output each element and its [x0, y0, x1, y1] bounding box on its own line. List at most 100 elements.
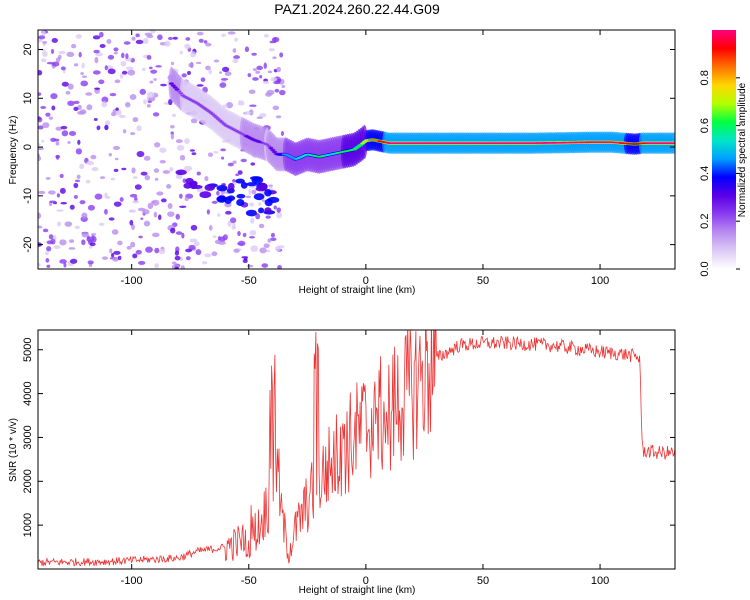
heatmap-cell — [172, 36, 179, 40]
heatmap-cell — [258, 223, 265, 229]
heatmap-cell — [162, 170, 171, 174]
heatmap-cell — [59, 173, 64, 178]
heatmap-cell — [205, 65, 211, 71]
heatmap-cell — [111, 253, 115, 258]
heatmap-cell — [106, 38, 112, 45]
heatmap-cell — [189, 149, 196, 152]
heatmap-cell — [104, 208, 108, 215]
y-tick-label: 1000 — [22, 513, 34, 537]
heatmap-cell — [126, 245, 132, 250]
heatmap-cell — [120, 52, 125, 59]
heatmap-cell — [137, 207, 146, 212]
heatmap-cell — [195, 61, 202, 65]
heatmap-cell — [125, 66, 134, 70]
heatmap-cell — [255, 70, 261, 74]
heatmap-cell — [264, 207, 272, 214]
heatmap-cell — [81, 212, 88, 219]
heatmap-cell — [178, 92, 184, 95]
x-tick-label: 50 — [477, 275, 489, 287]
heatmap-cell — [219, 82, 227, 88]
heatmap-cell — [38, 143, 41, 146]
heatmap-cell — [358, 144, 363, 146]
heatmap-cell — [190, 51, 197, 58]
heatmap-cell — [208, 111, 214, 114]
heatmap-cell — [214, 239, 221, 244]
heatmap-cell — [227, 31, 236, 35]
heatmap-cell — [240, 182, 248, 189]
heatmap-cell — [81, 75, 88, 78]
heatmap-cell — [276, 66, 281, 73]
heatmap-cell — [113, 250, 121, 255]
heatmap-cell — [188, 244, 196, 250]
heatmap-cell — [107, 54, 115, 60]
heatmap-cell — [143, 220, 151, 227]
heatmap-cell — [139, 88, 147, 95]
heatmap-cell — [113, 47, 119, 52]
heatmap-cell — [144, 32, 153, 36]
heatmap-cell — [248, 235, 256, 239]
heatmap-cell — [278, 89, 286, 96]
heatmap-cell — [259, 112, 267, 118]
heatmap-cell — [130, 132, 136, 136]
heatmap-cell — [230, 217, 237, 224]
heatmap-cell — [232, 48, 237, 53]
heatmap-cell — [179, 205, 187, 209]
heatmap-cell — [232, 178, 236, 183]
y-tick-label: 10 — [22, 92, 34, 104]
heatmap-cell — [79, 163, 85, 169]
heatmap-cell — [175, 174, 183, 180]
heatmap-cell — [269, 40, 276, 44]
heatmap-cell — [69, 239, 75, 244]
heatmap-cell — [77, 139, 81, 145]
heatmap-cell — [154, 142, 161, 148]
heatmap-cell — [266, 89, 275, 96]
heatmap-cell — [181, 232, 185, 239]
spectrogram-x-ticks: -100 -50 0 50 100 — [121, 30, 609, 287]
heatmap-cell — [50, 93, 58, 100]
heatmap-cell — [38, 116, 43, 123]
heatmap-cell — [160, 83, 167, 87]
heatmap-cell — [220, 78, 229, 81]
heatmap-cell — [671, 142, 675, 145]
heatmap-cell — [121, 167, 127, 171]
heatmap-cell — [147, 91, 155, 98]
heatmap-cell — [175, 213, 180, 220]
heatmap-cell — [132, 117, 139, 123]
snr-panel: -100 -50 0 50 100 1000 2000 3000 4000 5000 Heigh… — [8, 329, 676, 596]
heatmap-cell — [51, 105, 56, 111]
heatmap-cell — [67, 83, 74, 90]
heatmap-cell — [227, 182, 235, 191]
snr-y-label: SNR (10 * v/v) — [8, 418, 19, 482]
heatmap-cell — [129, 193, 138, 198]
heatmap-cell — [184, 138, 190, 145]
heatmap-cell — [69, 258, 78, 264]
heatmap-cell — [115, 107, 119, 111]
heatmap-cell — [191, 152, 197, 156]
heatmap-cell — [79, 200, 86, 205]
heatmap-cell — [114, 79, 121, 84]
heatmap-cell — [212, 114, 217, 117]
heatmap-cell — [204, 184, 216, 191]
heatmap-cell — [55, 57, 61, 63]
heatmap-cell — [136, 125, 142, 132]
heatmap-cell — [98, 79, 105, 85]
heatmap-cell — [81, 62, 85, 69]
heatmap-cell — [211, 251, 218, 257]
heatmap-cell — [218, 119, 223, 122]
heatmap-cell — [104, 120, 111, 126]
heatmap-cell — [255, 186, 267, 192]
heatmap-cell — [86, 160, 95, 166]
x-tick-label: 100 — [591, 575, 609, 587]
heatmap-cell — [206, 209, 210, 215]
heatmap-cell — [360, 142, 365, 145]
heatmap-cell — [73, 194, 78, 199]
heatmap-cell — [244, 111, 251, 115]
x-tick-label: -50 — [241, 275, 257, 287]
heatmap-cell — [56, 154, 60, 160]
heatmap-cell — [171, 84, 176, 87]
heatmap-cell — [98, 222, 105, 226]
heatmap-cell — [41, 30, 46, 36]
heatmap-cell — [38, 125, 44, 130]
heatmap-cell — [237, 170, 243, 175]
